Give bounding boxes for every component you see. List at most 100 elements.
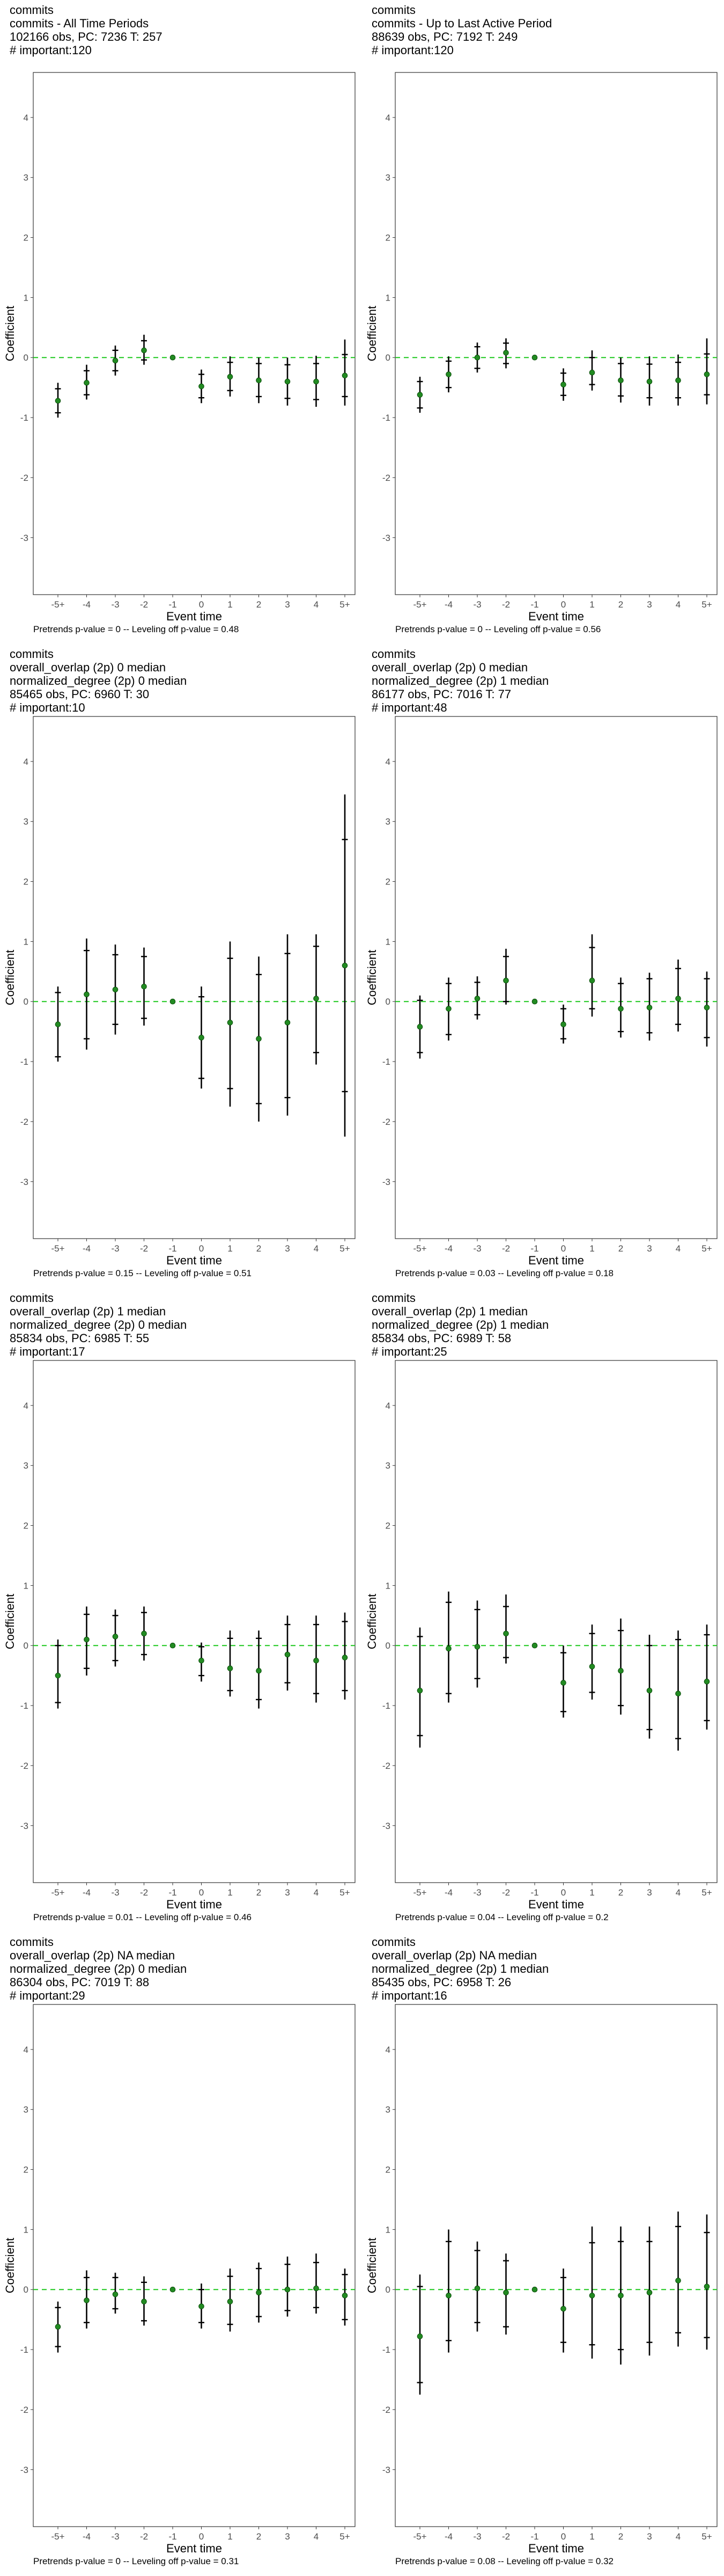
x-axis-label: Event time (166, 1254, 222, 1267)
estimate-point (284, 2286, 291, 2293)
chart-header-line: commits (10, 647, 54, 661)
estimate-point (227, 1020, 233, 1026)
y-tick-label: -3 (382, 1177, 390, 1187)
x-tick-label: 2 (256, 1887, 261, 1898)
plot-frame (395, 72, 718, 595)
estimate-point (446, 371, 452, 377)
estimate-point (342, 1655, 348, 1660)
x-tick-label: 3 (285, 599, 290, 610)
estimate-point (141, 2299, 147, 2304)
y-tick-label: -1 (382, 2345, 390, 2355)
x-tick-label: -5+ (51, 1887, 64, 1898)
plot-frame (33, 2004, 356, 2527)
estimate-point (84, 379, 90, 386)
y-tick-label: 4 (24, 2045, 28, 2055)
chart-svg: -3 -2 -1 0 1 2 3 4 -5+ -4 -3 -2 -1 0 1 2 3 4 5+ Event time C… (3, 716, 356, 1267)
x-tick-label: -2 (140, 1887, 148, 1898)
chart-header-line: 85435 obs, PC: 6958 T: 26 (372, 1975, 512, 1989)
x-tick-label: 4 (314, 599, 319, 610)
chart-header: commits overall_overlap (2p) NA median nor… (372, 1935, 549, 2002)
estimate-point (675, 996, 681, 1001)
y-tick-label: 4 (386, 113, 390, 123)
estimate-point (474, 354, 481, 361)
x-tick-label: 5+ (701, 1243, 712, 1254)
estimate-point (560, 1680, 566, 1686)
x-tick-label: 3 (647, 1243, 652, 1254)
x-tick-label: -1 (168, 1243, 176, 1254)
x-tick-label: 2 (256, 599, 261, 610)
y-axis-label: Coefficient (3, 306, 17, 362)
chart-header-line: normalized_degree (2p) 0 median (10, 1318, 187, 1331)
estimate-point (646, 2289, 653, 2296)
estimate-point (417, 392, 423, 398)
chart-panel-4: commits overall_overlap (2p) 0 median norm… (362, 644, 724, 1288)
x-tick-label: 5+ (339, 599, 350, 610)
estimate-point (169, 998, 176, 1005)
estimate-point (227, 374, 233, 380)
y-axis-label: Coefficient (3, 2238, 17, 2294)
pvalue-caption: Pretrends p-value = 0.01 -- Leveling off… (33, 1912, 252, 1922)
y-tick-label: 0 (24, 2285, 28, 2295)
x-tick-label: 5+ (701, 2531, 712, 2542)
chart-panel-8: commits overall_overlap (2p) NA median nor… (362, 1932, 724, 2576)
estimate-point (618, 377, 624, 384)
chart-header-line: 86304 obs, PC: 7019 T: 88 (10, 1975, 150, 1989)
estimate-point (560, 1021, 566, 1028)
x-tick-label: 3 (285, 1243, 290, 1254)
y-tick-label: 1 (24, 2224, 28, 2235)
estimate-point (474, 2285, 481, 2292)
chart-header-line: commits (372, 1935, 416, 1949)
estimate-point (169, 1642, 176, 1649)
y-tick-label: -2 (20, 2405, 28, 2415)
estimate-point (55, 1021, 61, 1028)
y-tick-label: -1 (20, 1057, 28, 1067)
x-tick-label: -3 (111, 1243, 119, 1254)
x-axis-label: Event time (166, 1898, 222, 1911)
chart-header-line: # important:10 (10, 701, 85, 714)
estimate-point (198, 2303, 204, 2309)
estimate-point (256, 377, 262, 384)
y-tick-label: 1 (386, 292, 390, 303)
estimate-point (675, 2278, 681, 2284)
y-axis-label: Coefficient (365, 950, 379, 1006)
x-tick-label: -5+ (51, 599, 64, 610)
y-tick-label: 2 (24, 2165, 28, 2175)
chart-svg: -3 -2 -1 0 1 2 3 4 -5+ -4 -3 -2 -1 0 1 2 3 4 5+ Event time C… (365, 2004, 718, 2555)
estimate-point (474, 1644, 481, 1650)
x-tick-label: 2 (256, 1243, 261, 1254)
y-tick-label: 4 (386, 1401, 390, 1411)
x-tick-label: -4 (83, 599, 91, 610)
x-tick-label: 3 (285, 1887, 290, 1898)
y-tick-label: -2 (382, 473, 390, 483)
chart-header-line: 85834 obs, PC: 6985 T: 55 (10, 1331, 150, 1345)
estimate-point (313, 996, 319, 1001)
x-tick-label: -5+ (413, 599, 426, 610)
y-tick-label: -3 (382, 1821, 390, 1831)
y-tick-label: 2 (386, 233, 390, 243)
x-tick-label: -5+ (413, 2531, 426, 2542)
chart-header: commits commits - All Time Periods 102166 … (10, 3, 162, 57)
y-tick-label: -3 (382, 533, 390, 543)
y-tick-label: -3 (20, 1821, 28, 1831)
chart-header-line: overall_overlap (2p) 1 median (372, 1305, 528, 1318)
x-tick-label: -2 (140, 599, 148, 610)
estimate-point (84, 991, 90, 998)
x-tick-label: 1 (589, 1243, 594, 1254)
chart-header: commits overall_overlap (2p) NA median nor… (10, 1935, 187, 2002)
chart-header-line: overall_overlap (2p) 0 median (10, 661, 166, 674)
estimate-point (704, 2284, 710, 2289)
estimate-point (342, 372, 348, 379)
x-tick-label: -4 (445, 599, 453, 610)
y-tick-label: -2 (20, 1117, 28, 1127)
estimate-point (112, 986, 119, 993)
estimate-point (474, 996, 481, 1001)
x-tick-label: -1 (168, 599, 176, 610)
chart-header: commits commits - Up to Last Active Perio… (372, 3, 552, 57)
estimate-point (169, 354, 176, 361)
chart-panel-3: commits overall_overlap (2p) 0 median norm… (0, 644, 362, 1288)
chart-header-line: commits (372, 1291, 416, 1305)
chart-header-line: 85465 obs, PC: 6960 T: 30 (10, 687, 150, 701)
x-tick-label: -5+ (51, 2531, 64, 2542)
x-axis-label: Event time (528, 2542, 584, 2555)
y-tick-label: 3 (24, 817, 28, 827)
